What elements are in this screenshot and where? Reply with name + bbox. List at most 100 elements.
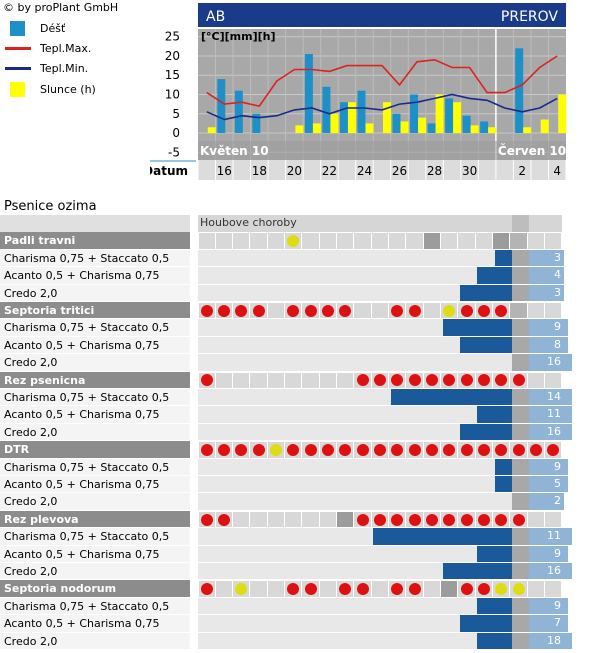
treatment-track [198, 406, 562, 423]
application-marker [512, 389, 530, 406]
disease-header-bg [0, 510, 190, 528]
legend-item: Tepl.Max. [5, 40, 91, 56]
rain-bar [392, 113, 401, 134]
sun-bar [207, 127, 216, 134]
treatment-label: Charisma 0,75 + Staccato 0,5 [4, 530, 170, 544]
treatment-label-bg [0, 493, 190, 510]
protection-days-value: 16 [546, 564, 561, 577]
legend-label: Tepl.Min. [40, 61, 89, 75]
high-risk-dot [443, 374, 456, 387]
high-risk-dot [391, 304, 404, 317]
risk-cell [302, 233, 319, 249]
risk-cell [475, 233, 493, 249]
protection-days-bg [529, 528, 572, 545]
treatment-label-bg [0, 354, 190, 371]
application-marker [512, 615, 530, 632]
treatment-track [198, 249, 562, 267]
treatment-label: Acanto 0,5 + Charisma 0,75 [4, 338, 160, 352]
protection-days-bg [529, 545, 568, 562]
high-risk-dot [356, 583, 369, 596]
protection-bar [477, 597, 512, 615]
medium-risk-dot [443, 304, 456, 317]
protection-days-value: 7 [553, 616, 561, 630]
protection-days-bg [529, 476, 568, 493]
protection-bar [373, 528, 512, 545]
risk-cell [302, 372, 319, 388]
risk-cell [423, 581, 441, 597]
risk-cell [337, 372, 354, 388]
high-risk-dot [477, 374, 490, 387]
high-risk-dot [391, 443, 404, 456]
rain-bar [480, 121, 489, 134]
risk-cell [319, 511, 337, 528]
high-risk-dot [287, 583, 300, 596]
day-label: 24 [357, 164, 372, 178]
high-risk-dot [287, 304, 300, 317]
risk-cell [371, 581, 389, 597]
risk-cell [267, 511, 285, 528]
high-risk-dot [217, 304, 230, 317]
treatment-label-bg [0, 615, 190, 632]
high-risk-dot [495, 304, 508, 317]
disease-name: DTR [4, 443, 30, 457]
protection-days-value: 5 [553, 477, 561, 490]
y-tick-label: 10 [165, 88, 180, 102]
treatment-label-bg [0, 545, 190, 562]
protection-days-bg [529, 597, 568, 615]
protection-bar [442, 319, 512, 336]
high-risk-dot [460, 443, 473, 456]
high-risk-dot [477, 443, 490, 456]
high-risk-dot [495, 443, 508, 456]
high-risk-dot [373, 374, 386, 387]
risk-cell [302, 511, 319, 528]
rain-bar [234, 90, 243, 134]
risk-cell [250, 511, 267, 528]
chart-header-bar [198, 3, 566, 27]
risk-cell [267, 372, 285, 388]
legend-label: Slunce (h) [40, 82, 96, 96]
rain-bar [427, 123, 436, 134]
sun-bar [365, 123, 374, 134]
sun-bar [347, 102, 356, 134]
sun-bar [400, 121, 409, 134]
risk-cell [510, 233, 527, 249]
date-axis [198, 160, 566, 180]
high-risk-dot [512, 513, 525, 526]
disease-name: Padli travni [4, 234, 76, 248]
rain-bar [217, 79, 226, 134]
rain-bar [462, 115, 471, 134]
rain-bar [322, 86, 331, 134]
disease-grid: Houbove choroby Padli travni Charisma 0,75… [0, 215, 580, 653]
protection-days-value: 9 [553, 546, 561, 560]
protection-bar [460, 336, 512, 354]
day-label: 16 [217, 164, 232, 178]
risk-cell [215, 581, 233, 597]
units-label: [°C][mm][h] [201, 30, 276, 43]
high-risk-dot [200, 374, 213, 387]
rain-bar [515, 48, 524, 134]
protection-days-value: 9 [553, 598, 561, 612]
high-risk-dot [235, 304, 248, 317]
risk-cell [545, 511, 562, 528]
risk-cell [371, 303, 389, 319]
risk-cell [215, 372, 233, 388]
treatment-label: Charisma 0,75 + Staccato 0,5 [4, 321, 170, 335]
sun-bar [540, 119, 549, 134]
protection-days-bg [529, 632, 572, 649]
risk-cell [319, 372, 337, 388]
sun-bar [383, 102, 391, 134]
y-tick-label: 25 [165, 30, 180, 44]
y-tick-label: -5 [168, 145, 180, 159]
forecast-header-cell [512, 215, 530, 232]
max-temp-line [5, 46, 31, 50]
month-label: Květen 10 [200, 144, 269, 158]
treatment-label: Charisma 0,75 + Staccato 0,5 [4, 391, 170, 404]
risk-cell [233, 511, 250, 528]
high-risk-dot [408, 583, 421, 596]
protection-days-value: 8 [553, 337, 561, 351]
treatment-label-bg [0, 528, 190, 545]
application-marker [512, 249, 530, 267]
high-risk-dot [477, 304, 490, 317]
high-risk-dot [425, 513, 438, 526]
month-label: Červen 10 [498, 143, 566, 158]
